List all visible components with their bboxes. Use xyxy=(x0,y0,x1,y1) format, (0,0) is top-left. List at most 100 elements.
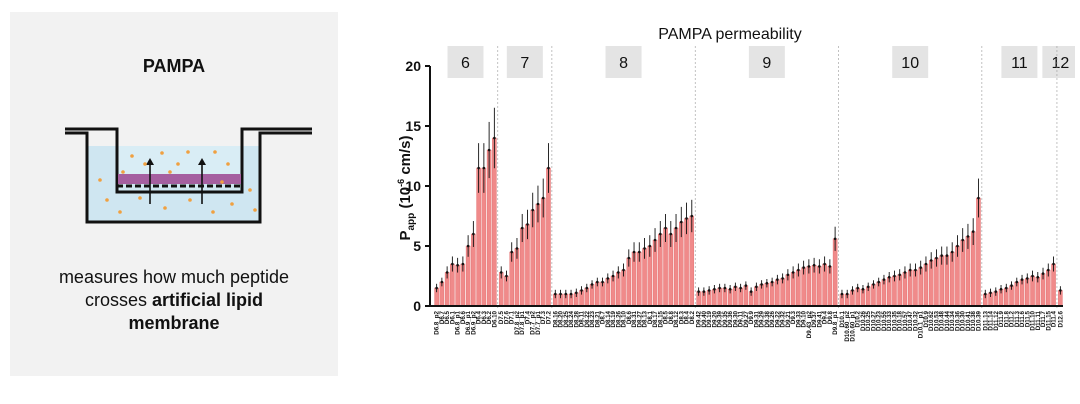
diagram-caption: measures how much peptide crosses artifi… xyxy=(10,266,338,335)
data-point xyxy=(461,262,465,266)
y-tick-label: 5 xyxy=(413,238,421,254)
data-point xyxy=(797,268,800,272)
diagram-title: PAMPA xyxy=(143,56,205,76)
x-tick-label: D8.2 xyxy=(689,310,696,324)
x-tick-label: D8.25 xyxy=(563,310,570,327)
x-tick-label: D9.19 xyxy=(706,310,713,327)
data-point xyxy=(950,250,954,254)
data-point xyxy=(994,290,998,293)
data-point xyxy=(966,235,970,238)
x-tick-label: D10.9 xyxy=(923,310,930,327)
data-point xyxy=(833,237,837,241)
x-tick-label: D10.60_p1 xyxy=(849,310,856,341)
group-label: 9 xyxy=(762,55,771,72)
data-point xyxy=(940,254,943,257)
x-tick-label: D11.12 xyxy=(993,310,1000,330)
x-tick-label: D10.44 xyxy=(944,310,951,331)
x-tick-label: D9.27 xyxy=(743,310,750,327)
data-point xyxy=(1004,286,1008,290)
data-point xyxy=(961,238,964,242)
data-point xyxy=(718,286,721,290)
x-tick-label: D8.11 xyxy=(579,310,586,327)
data-point xyxy=(472,232,475,236)
x-tick-label: D9.42 xyxy=(696,310,703,327)
x-tick-label: D10.34 xyxy=(949,310,956,331)
caption-line-2-bold: artificial lipid xyxy=(152,290,264,310)
data-point xyxy=(658,232,662,236)
data-point xyxy=(616,271,620,274)
y-tick-label: 15 xyxy=(405,118,421,134)
x-tick-label: D8.16 xyxy=(552,310,559,327)
data-point xyxy=(818,265,821,268)
x-tick-label: D9.9 xyxy=(748,310,755,324)
data-point xyxy=(1052,262,1055,266)
data-point xyxy=(924,262,928,266)
x-tick-label: D8.28 xyxy=(573,310,580,327)
data-point xyxy=(702,290,706,293)
x-tick-label: D10.62 xyxy=(928,310,935,331)
data-point xyxy=(505,274,508,278)
chart-title: PAMPA permeability xyxy=(658,26,801,43)
data-point xyxy=(487,148,491,152)
x-tick-label: D8.17 xyxy=(652,310,659,327)
data-point xyxy=(749,290,753,293)
x-tick-label: D10.18 xyxy=(897,310,904,331)
data-point xyxy=(919,266,922,269)
data-point xyxy=(590,283,594,286)
x-tick-label: D6.7 xyxy=(439,310,446,324)
data-point xyxy=(882,278,886,281)
data-point xyxy=(877,280,881,284)
x-tick-label: D9.33 xyxy=(795,310,802,327)
data-point xyxy=(935,256,938,260)
data-point xyxy=(541,196,545,200)
x-tick-label: D10.30 xyxy=(960,310,967,331)
x-tick-label: D10.47 xyxy=(907,310,914,331)
x-tick-label: D10.48 xyxy=(939,310,946,331)
x-tick-label: D10.23 xyxy=(876,310,883,331)
x-tick-label: D9.38 xyxy=(764,310,771,327)
data-point xyxy=(781,277,784,280)
data-point xyxy=(1031,274,1034,278)
x-tick-label: D9.31 xyxy=(753,310,760,327)
x-tick-label: D8.24 xyxy=(568,310,575,327)
data-point xyxy=(977,196,980,200)
x-tick-label: D11.13 xyxy=(982,310,989,330)
data-point xyxy=(697,290,700,293)
data-point xyxy=(739,286,742,290)
x-tick-label: D8.21 xyxy=(594,310,601,327)
x-tick-label: D11.4 xyxy=(1051,310,1058,327)
data-point xyxy=(648,244,652,248)
x-tick-label: D9.21 xyxy=(785,310,792,327)
data-point xyxy=(1046,268,1050,272)
x-tick-label: D11.11 xyxy=(1035,310,1042,330)
x-tick-label: D11.8 xyxy=(1003,310,1010,327)
x-tick-label: D8.23 xyxy=(589,310,596,327)
data-point xyxy=(526,223,529,226)
group-label-box xyxy=(605,46,642,78)
y-tick-label: 0 xyxy=(413,298,421,314)
data-point xyxy=(632,250,636,254)
data-point xyxy=(945,254,949,257)
data-point xyxy=(456,263,459,267)
data-point xyxy=(856,286,860,290)
data-point xyxy=(575,291,578,295)
x-tick-label: D8.15 xyxy=(657,310,664,327)
x-tick-label: D9.35 xyxy=(722,310,729,327)
data-point xyxy=(898,273,902,277)
data-point xyxy=(685,217,688,220)
data-point xyxy=(971,230,975,233)
data-point xyxy=(1020,278,1024,281)
data-point xyxy=(510,250,514,254)
x-tick-label: D7.8_p1 xyxy=(519,310,526,334)
group-label: 11 xyxy=(1011,55,1028,72)
data-point xyxy=(872,283,875,286)
data-point xyxy=(765,281,769,285)
x-tick-label: D9.8 xyxy=(827,310,834,324)
data-point xyxy=(828,265,832,268)
data-point xyxy=(903,271,907,274)
x-tick-label: D10.27 xyxy=(870,310,877,331)
data-point xyxy=(482,166,486,170)
x-tick-label: D8.19 xyxy=(610,310,617,327)
data-point xyxy=(637,250,641,254)
x-tick-label: D6.3 xyxy=(481,310,488,324)
